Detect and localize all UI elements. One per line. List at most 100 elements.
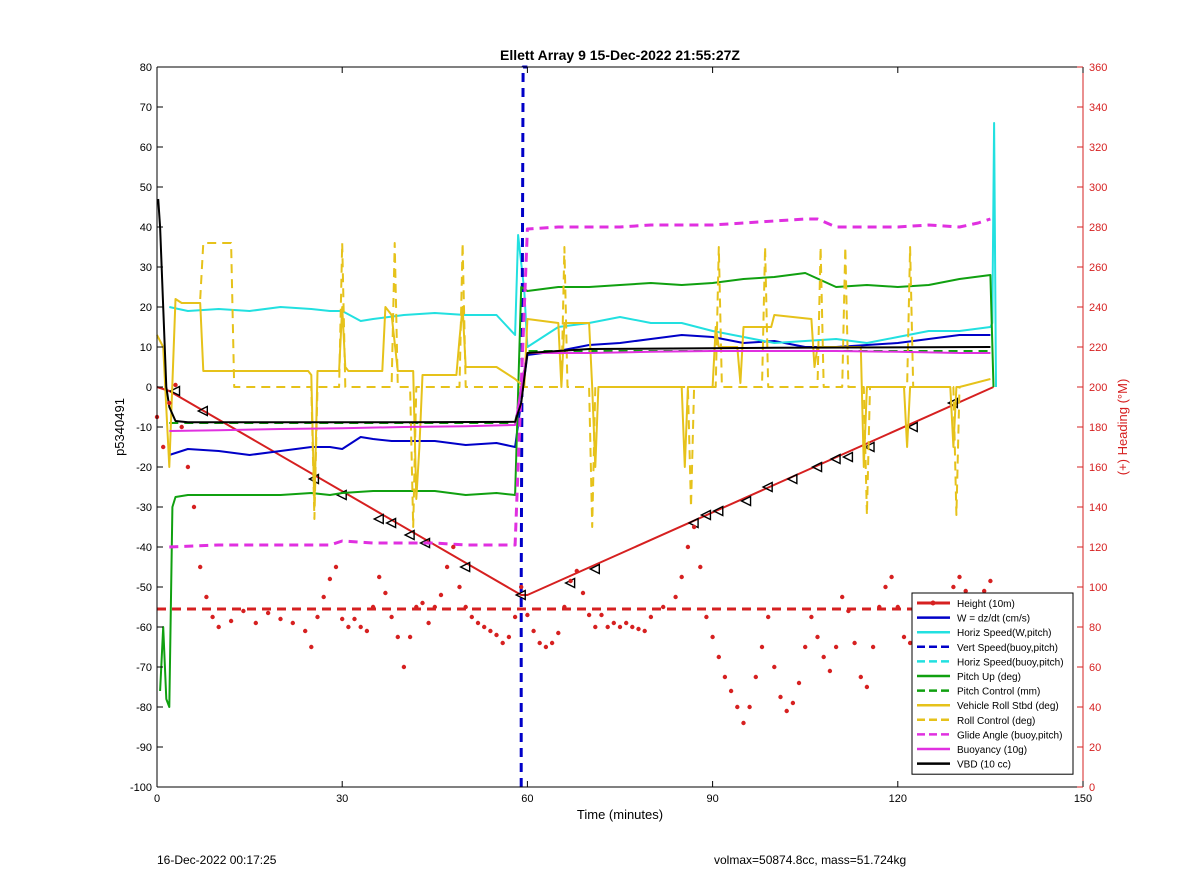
x-tick-label: 150 (1074, 793, 1092, 805)
heading-point (389, 614, 394, 620)
heading-point (475, 620, 481, 626)
y-tick-label: 20 (140, 302, 152, 314)
y-tick-label: -10 (136, 422, 152, 434)
heading-point (605, 624, 610, 630)
y2-tick-label: 320 (1089, 142, 1107, 154)
heading-point (253, 620, 258, 626)
x-tick-label: 90 (706, 793, 718, 805)
heading-point (179, 424, 184, 430)
heading-point (383, 590, 388, 596)
height-marker (588, 563, 601, 575)
y-tick-label: -60 (136, 622, 152, 634)
heading-point (444, 564, 450, 570)
series-horiz-speed-w (169, 122, 997, 388)
y-tick-label: 40 (140, 222, 152, 234)
heading-point (704, 614, 709, 620)
y2-tick-label: 300 (1089, 182, 1107, 194)
height-marker (385, 517, 397, 529)
heading-point (722, 674, 728, 680)
y2-tick-label: 220 (1089, 342, 1107, 354)
x-tick-label: 0 (154, 793, 160, 805)
y-tick-label: 30 (140, 262, 152, 274)
legend-label: Height (10m) (957, 599, 1015, 610)
heading-point (982, 588, 987, 594)
legend-label: Pitch Control (mm) (957, 687, 1040, 698)
height-marker (810, 461, 823, 473)
height-marker (403, 529, 415, 541)
height-marker (372, 513, 384, 525)
heading-point (531, 628, 536, 634)
legend-label: W = dz/dt (cm/s) (957, 614, 1030, 625)
heading-point (784, 708, 789, 714)
heading-point (216, 624, 221, 630)
legend-label: Horiz Speed(W,pitch) (957, 628, 1051, 639)
heading-point (327, 576, 333, 582)
heading-point (469, 614, 474, 620)
legend-label: Horiz Speed(buoy,pitch) (957, 657, 1064, 668)
footer-timestamp: 16-Dec-2022 00:17:25 (157, 853, 277, 867)
y2-tick-label: 360 (1089, 62, 1107, 74)
heading-point (827, 668, 833, 674)
legend-label: Vehicle Roll Stbd (deg) (957, 701, 1059, 712)
y2-tick-label: 260 (1089, 262, 1107, 274)
heading-point (395, 634, 400, 640)
heading-point (661, 604, 666, 610)
y-tick-label: 60 (140, 142, 152, 154)
y2-tick-label: 280 (1089, 222, 1107, 234)
heading-point (803, 644, 808, 650)
height-marker (829, 453, 841, 465)
heading-point (963, 588, 968, 594)
y2-tick-label: 60 (1089, 662, 1101, 674)
heading-point (630, 624, 635, 630)
y2-tick-label: 240 (1089, 302, 1107, 314)
height-marker (906, 421, 918, 433)
heading-point (370, 604, 376, 610)
y2-tick-label: 180 (1089, 422, 1107, 434)
height-marker (761, 481, 773, 493)
heading-point (185, 464, 191, 470)
heading-point (772, 664, 777, 670)
heading-point (228, 618, 234, 624)
heading-point (673, 594, 678, 600)
heading-point (833, 644, 839, 650)
y2-tick-label: 40 (1089, 702, 1101, 714)
heading-point (617, 624, 623, 630)
heading-point (549, 640, 555, 646)
heading-point (852, 640, 857, 646)
heading-point (568, 578, 573, 584)
heading-point (482, 624, 487, 630)
heading-point (377, 574, 382, 580)
heading-point (790, 700, 796, 706)
legend-label: Vert Speed(buoy,pitch) (957, 643, 1058, 654)
y-tick-label: 50 (140, 182, 152, 194)
legend-label: Pitch Up (deg) (957, 672, 1021, 683)
x-tick-label: 120 (889, 793, 907, 805)
heading-point (364, 628, 370, 634)
heading-point (241, 608, 246, 614)
heading-point (809, 614, 814, 620)
heading-point (858, 674, 863, 680)
heading-point (352, 616, 357, 622)
heading-point (599, 612, 604, 618)
heading-point (636, 626, 641, 632)
heading-point (907, 640, 913, 646)
heading-point (821, 654, 826, 660)
heading-point (840, 594, 845, 600)
heading-point (278, 616, 283, 622)
heading-point (309, 644, 314, 650)
height-marker (841, 451, 854, 463)
heading-point (210, 614, 215, 620)
heading-point (877, 604, 882, 610)
heading-point (463, 604, 468, 610)
heading-point (883, 584, 888, 590)
legend-label: Roll Control (deg) (957, 716, 1035, 727)
heading-point (901, 634, 907, 640)
heading-point (537, 640, 542, 646)
heading-point (957, 574, 962, 580)
heading-point (315, 614, 320, 620)
series-vert-speed-buoy (519, 65, 528, 787)
heading-point (191, 504, 197, 510)
y2-tick-label: 160 (1089, 462, 1107, 474)
heading-point (500, 640, 505, 646)
heading-point (519, 584, 524, 590)
